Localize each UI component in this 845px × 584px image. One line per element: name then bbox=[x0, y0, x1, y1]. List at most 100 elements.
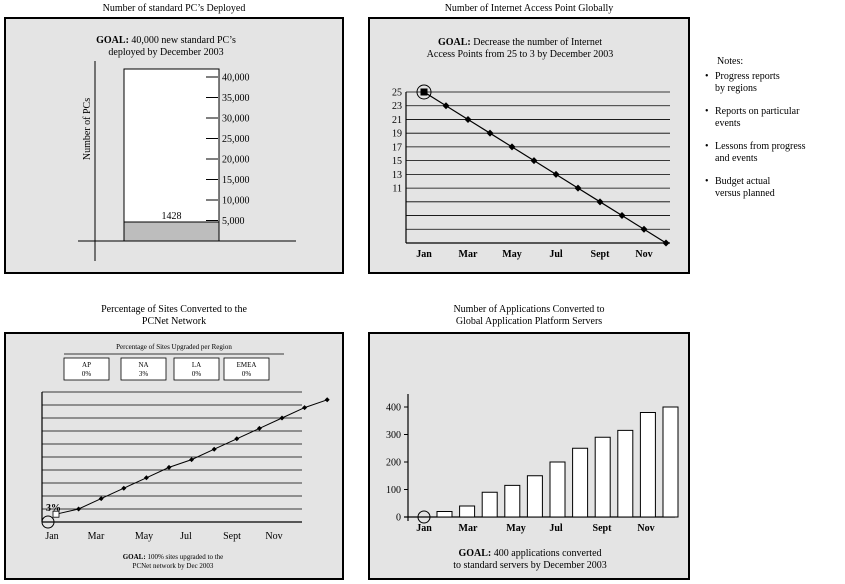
goal-text: 400 applications converted bbox=[491, 548, 601, 559]
bar bbox=[459, 505, 476, 518]
region-value: 0% bbox=[242, 370, 252, 378]
x-tick-label: Mar bbox=[459, 523, 478, 534]
data-point bbox=[279, 415, 285, 421]
data-point bbox=[324, 397, 330, 403]
data-point bbox=[143, 475, 149, 481]
y-tick-label: 20,000 bbox=[222, 155, 250, 166]
notes-title: Notes: bbox=[717, 56, 744, 67]
y-tick-label: 11 bbox=[392, 184, 402, 195]
data-point bbox=[256, 425, 262, 431]
bar-fill-deployed bbox=[123, 221, 220, 242]
iap-chart: GOAL: Decrease the number of InternetAcc… bbox=[392, 37, 670, 260]
x-tick-label: Jan bbox=[416, 523, 432, 534]
bar-value-label: 1428 bbox=[162, 211, 182, 222]
goal-label: GOAL: bbox=[458, 548, 491, 559]
pcs-chart-panel: GOAL: 40,000 new standard PC’s deployed b… bbox=[4, 17, 344, 274]
y-tick-label: 40,000 bbox=[222, 73, 250, 84]
x-tick-label: Mar bbox=[459, 249, 478, 260]
goal-text-line-1: GOAL: 40,000 new standard PC’s bbox=[96, 35, 236, 46]
y-tick-label: 5,000 bbox=[222, 216, 245, 227]
y-tick-label: 23 bbox=[392, 101, 402, 112]
bar bbox=[662, 406, 679, 518]
data-point bbox=[486, 129, 494, 137]
y-tick-label: 17 bbox=[392, 142, 402, 153]
x-tick-label: Nov bbox=[637, 523, 654, 534]
y-tick-label: 10,000 bbox=[222, 196, 250, 207]
apps-chart-title: Number of Applications Converted to Globa… bbox=[453, 304, 605, 327]
x-tick-label: Nov bbox=[265, 531, 282, 542]
pcs-chart-title: Number of standard PC’s Deployed bbox=[102, 3, 246, 14]
y-tick-label: 25,000 bbox=[222, 134, 250, 145]
sites-chart-title: Percentage of Sites Converted to the PCNe… bbox=[101, 304, 247, 327]
current-point-marker bbox=[52, 510, 60, 518]
x-tick-label: May bbox=[506, 523, 525, 534]
region-box bbox=[173, 357, 220, 381]
y-tick-label: 400 bbox=[386, 403, 401, 414]
x-tick-label: Sept bbox=[593, 523, 613, 534]
goal-text-line-1: GOAL: 100% sites upgraded to the bbox=[123, 553, 224, 561]
bar bbox=[549, 461, 566, 518]
current-point-circle bbox=[41, 515, 55, 529]
x-tick-label: Jan bbox=[416, 249, 432, 260]
y-tick-label: 200 bbox=[386, 458, 401, 469]
bar bbox=[481, 491, 498, 518]
region-box bbox=[223, 357, 270, 381]
region-box bbox=[120, 357, 167, 381]
apps-chart-panel: 400 300 200 100 0 Jan Mar May Jul Sept Nov GOAL: 40… bbox=[368, 332, 690, 580]
x-tick-label: Nov bbox=[635, 249, 652, 260]
sites-chart: Percentage of Sites Upgraded per Region A… bbox=[41, 343, 330, 570]
goal-text: Decrease the number of Internet bbox=[471, 37, 603, 48]
x-tick-label: Sept bbox=[591, 249, 611, 260]
goal-text-line-2: deployed by December 2003 bbox=[108, 47, 223, 58]
data-point bbox=[640, 225, 648, 233]
region-value: 3% bbox=[139, 370, 149, 378]
goal-text: 40,000 new standard PC’s bbox=[129, 35, 236, 46]
region-name: AP bbox=[82, 361, 91, 369]
data-point bbox=[442, 102, 450, 110]
iap-chart-panel: GOAL: Decrease the number of Internet Acc… bbox=[368, 17, 690, 274]
apps-chart: 400 300 200 100 0 Jan Mar May Jul Sept Nov GOAL: 40… bbox=[386, 394, 679, 571]
sites-chart-panel: Percentage of Sites Upgraded per Region A… bbox=[4, 332, 344, 580]
x-tick-label: Jan bbox=[45, 531, 58, 542]
goal-text-line-2: to standard servers by December 2003 bbox=[453, 560, 607, 571]
y-tick-label: 13 bbox=[392, 170, 402, 181]
y-tick-label: 25 bbox=[392, 88, 402, 99]
y-tick-label: 35,000 bbox=[222, 93, 250, 104]
bar bbox=[436, 511, 453, 518]
region-value: 0% bbox=[82, 370, 92, 378]
current-point-marker bbox=[420, 88, 428, 96]
y-axis-label: Number of PCs bbox=[82, 98, 93, 160]
region-box bbox=[63, 357, 110, 381]
current-point-circle bbox=[417, 510, 431, 524]
x-tick-label: May bbox=[502, 249, 521, 260]
x-tick-label: Sept bbox=[223, 531, 241, 542]
data-point bbox=[662, 239, 670, 247]
data-point bbox=[302, 405, 308, 411]
goal-text-line-2: PCNet network by Dec 2003 bbox=[133, 562, 214, 570]
goal-text-line-1: GOAL: Decrease the number of Internet bbox=[438, 37, 602, 48]
goal-text: 100% sites upgraded to the bbox=[146, 553, 224, 561]
data-point bbox=[574, 184, 582, 192]
bar bbox=[526, 475, 543, 518]
data-point bbox=[166, 464, 172, 470]
data-point bbox=[211, 446, 217, 452]
region-name: NA bbox=[138, 361, 148, 369]
data-point bbox=[530, 157, 538, 165]
current-point-circle bbox=[416, 84, 432, 100]
data-point bbox=[98, 496, 104, 502]
data-point bbox=[618, 212, 626, 220]
data-point bbox=[234, 436, 240, 442]
y-tick-label: 30,000 bbox=[222, 114, 250, 125]
data-point bbox=[508, 143, 516, 151]
x-tick-label: Jul bbox=[549, 249, 563, 260]
y-tick-label: 0 bbox=[396, 513, 401, 524]
region-name: EMEA bbox=[237, 361, 257, 369]
data-point bbox=[552, 170, 560, 178]
data-point bbox=[464, 115, 472, 123]
y-tick-label: 300 bbox=[386, 430, 401, 441]
